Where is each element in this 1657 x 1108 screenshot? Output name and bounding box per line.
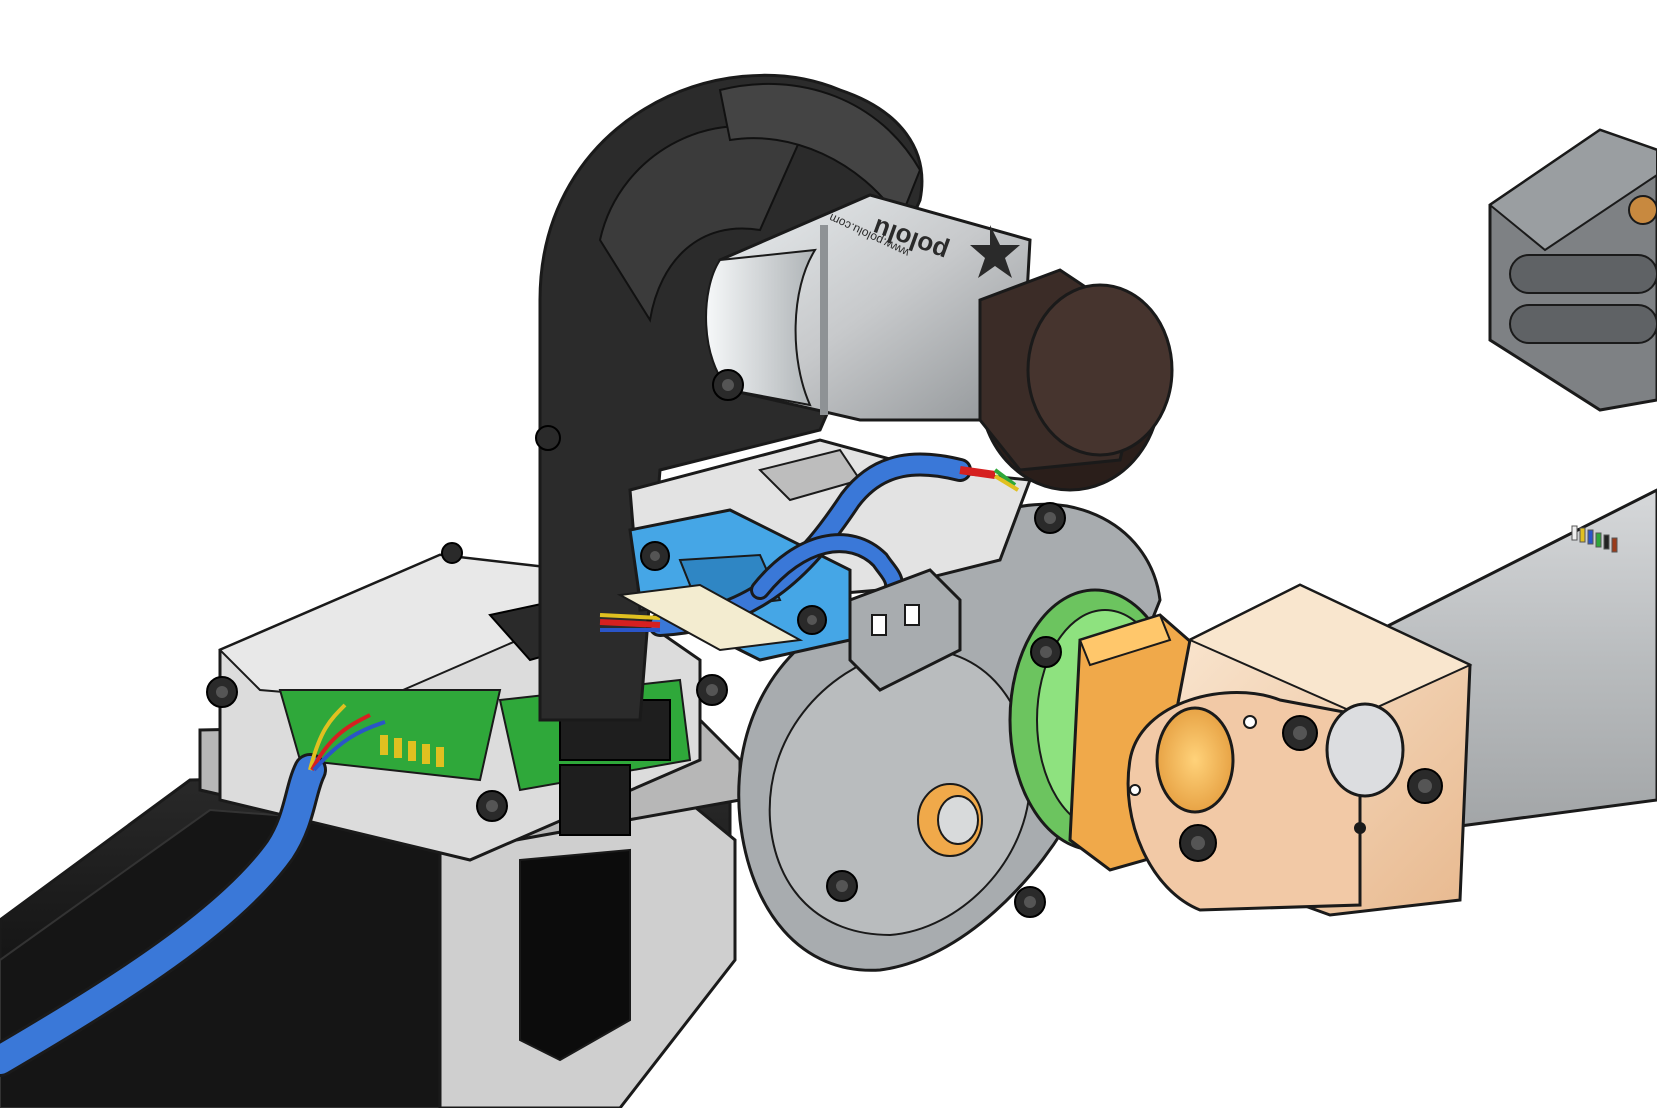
- screw-icon: [476, 790, 508, 822]
- screw-icon: [206, 676, 238, 708]
- mount-bore-large: [1155, 706, 1235, 814]
- screw-icon: [826, 870, 858, 902]
- screw-icon: [1282, 715, 1318, 751]
- encoder-cap: [978, 268, 1174, 492]
- screw-icon: [535, 425, 561, 451]
- screw-icon: [696, 674, 728, 706]
- header-pins: [380, 735, 444, 767]
- cable: [0, 703, 386, 1077]
- screw-icon: [1034, 502, 1066, 534]
- sensor-bracket: [848, 568, 962, 692]
- belt-strip: [616, 583, 804, 652]
- screw-icon: [441, 542, 463, 564]
- screw-icon: [1030, 636, 1062, 668]
- screw-icon: [797, 605, 827, 635]
- screw-icon: [1179, 824, 1217, 862]
- gear-motor: pololu www.pololu.com: [705, 193, 1032, 422]
- shaft-bearing: [917, 783, 983, 857]
- motor-logo-star: [970, 225, 1020, 278]
- screws: [206, 369, 1443, 918]
- mount-bore-right: [1325, 702, 1405, 798]
- side-bracket: [1488, 128, 1657, 412]
- wire-color-markers: [1571, 525, 1618, 553]
- screw-icon: [712, 369, 744, 401]
- screw-icon: [640, 541, 670, 571]
- screw-icon: [1407, 768, 1443, 804]
- screw-icon: [1014, 886, 1046, 918]
